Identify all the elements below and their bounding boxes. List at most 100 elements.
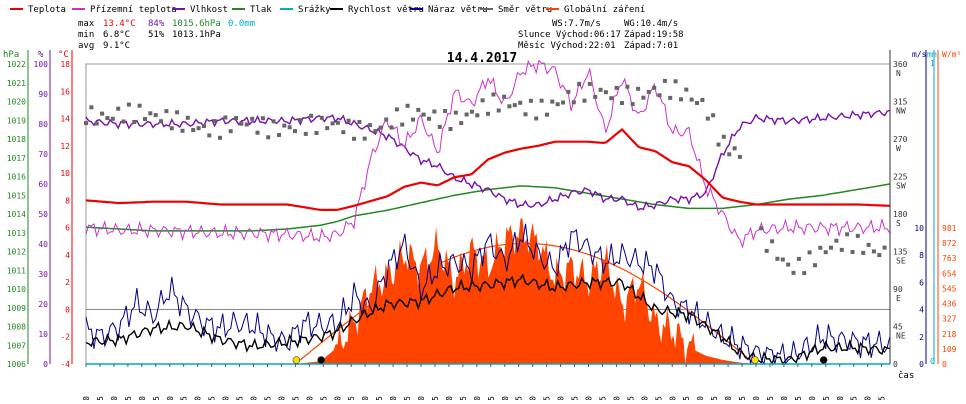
- x-tick-label: 07:30: [333, 396, 342, 400]
- axis-dir-compass: E: [896, 294, 901, 303]
- wind-dir-mark: [689, 97, 694, 102]
- axis-hpa-tick: 1021: [7, 79, 26, 88]
- x-tick-label: 23:45: [878, 396, 887, 400]
- wind-dir-mark: [620, 101, 624, 105]
- wind-dir-mark: [871, 249, 876, 254]
- wind-dir-mark: [593, 94, 598, 99]
- x-tick-label: 14:10: [557, 396, 566, 400]
- x-tick-label: 15:50: [612, 396, 621, 400]
- legend-item-6: Náraz větru: [410, 5, 488, 15]
- legend-label: Rychlost větru: [348, 5, 424, 15]
- wind-dir-mark: [464, 112, 469, 117]
- wind-dir-mark: [646, 89, 651, 94]
- axis-temp-tick: 8: [65, 196, 70, 205]
- axis-pct-tick: 80: [38, 120, 48, 129]
- wind-dir-mark: [346, 118, 351, 123]
- series-radiation: [295, 218, 756, 364]
- wind-dir-mark: [105, 116, 110, 121]
- wind-dir-mark: [845, 232, 850, 237]
- wind-dir-mark: [716, 142, 721, 147]
- axis-hpa-tick: 1010: [7, 285, 26, 294]
- axis-wm2-tick: 763: [942, 254, 957, 263]
- axis-mm: mm1 0: [927, 50, 937, 366]
- wind-dir-mark: [486, 111, 490, 116]
- axis-pct-tick: 40: [38, 240, 48, 249]
- wind-dir-mark: [555, 102, 560, 107]
- wind-dir-mark: [711, 113, 716, 118]
- axis-temp-tick: 18: [60, 60, 70, 69]
- wind-dir-mark: [861, 250, 866, 255]
- axis-hpa-tick: 1009: [7, 304, 26, 313]
- axis-mm-tick: 0: [930, 357, 935, 366]
- axis-wm2-tick: 654: [942, 269, 957, 278]
- wind-dir-mark: [469, 109, 474, 114]
- wind-dir-mark: [673, 79, 678, 84]
- sunrise-marker: [292, 356, 301, 364]
- series-ground-temp: [85, 59, 891, 249]
- axis-temp-tick: 0: [65, 305, 70, 314]
- x-tick-label: 09:10: [389, 396, 398, 400]
- x-tick-label: 07:05: [319, 396, 328, 400]
- x-tick-label: 17:30: [668, 396, 677, 400]
- stat-min-press: 1013.1hPa: [172, 30, 221, 40]
- wind-dir-mark: [255, 130, 260, 135]
- wind-dir-mark: [303, 131, 308, 136]
- x-tick-label: 00:25: [96, 396, 105, 400]
- x-tick-label: 01:40: [138, 396, 147, 400]
- x-tick-label: 03:20: [194, 396, 203, 400]
- x-tick-label: 08:20: [361, 396, 370, 400]
- x-tick-label: 04:10: [222, 396, 231, 400]
- wind-dir-mark: [764, 248, 769, 253]
- astro-moon-rise: Měsíc Východ:22:01: [518, 41, 616, 51]
- wind-dir-mark: [432, 109, 437, 114]
- x-tick-label: 13:20: [529, 396, 538, 400]
- legend-label: Směr větru: [498, 5, 552, 15]
- wind-dir-mark: [480, 98, 485, 103]
- moonrise-marker: [819, 356, 828, 364]
- axis-wm2-tick: 0: [942, 360, 947, 369]
- stat-min-temp: 6.8°C: [103, 30, 130, 40]
- axis-temp-tick: 12: [60, 142, 70, 151]
- x-tick-label: 20:00: [752, 396, 761, 400]
- x-tick-label: 08:45: [375, 396, 384, 400]
- x-tick-label: 18:45: [710, 396, 719, 400]
- wind-dir-mark: [416, 107, 421, 112]
- plot-area: [84, 59, 891, 366]
- wind-dir-mark: [855, 233, 860, 238]
- x-tick-label: 22:30: [836, 396, 845, 400]
- axis-temp-tick: -4: [60, 360, 70, 369]
- axis-temp-tick: 2: [65, 278, 70, 287]
- legend-label: Srážky: [298, 5, 331, 15]
- legend-label: Globální záření: [564, 5, 645, 15]
- axis-ms-tick: 2: [919, 333, 924, 342]
- wind-dir-mark: [652, 85, 657, 90]
- wind-dir-mark: [132, 120, 137, 124]
- wind-dir-mark: [260, 116, 265, 121]
- axis-temp-tick: -2: [60, 333, 70, 342]
- x-tick-label: 22:55: [850, 396, 859, 400]
- series-humidity: [85, 109, 891, 211]
- wind-dir-mark: [545, 112, 549, 117]
- stats-block: max 13.4°C 84% 1015.6hPa 0.0mm min 6.8°C…: [78, 19, 255, 51]
- chart-title: 14.4.2017: [447, 51, 517, 66]
- wind-dir-mark: [244, 122, 249, 127]
- x-tick-label: 19:10: [724, 396, 733, 400]
- astro-moon-set: Západ:7:01: [624, 41, 678, 51]
- wind-dir-mark: [378, 125, 383, 130]
- legend-item-4: Srážky: [280, 5, 331, 15]
- wind-dir-mark: [143, 117, 147, 121]
- axis-wm2-tick: 981: [942, 224, 957, 233]
- wind-dir-mark: [437, 124, 442, 129]
- stat-min-label: min: [78, 30, 94, 40]
- wind-dir-mark: [234, 116, 239, 121]
- axis-hpa-tick: 1011: [7, 266, 26, 275]
- axis-pct-tick: 90: [38, 90, 48, 99]
- wind-dir-mark: [882, 245, 887, 250]
- axis-dir-tick: 90: [893, 285, 903, 294]
- x-tick-label: 16:15: [626, 396, 635, 400]
- legend-label: Přízemní teplota: [90, 5, 177, 15]
- wind-dir-mark: [443, 109, 448, 113]
- axis-hpa-tick: 1020: [7, 98, 26, 107]
